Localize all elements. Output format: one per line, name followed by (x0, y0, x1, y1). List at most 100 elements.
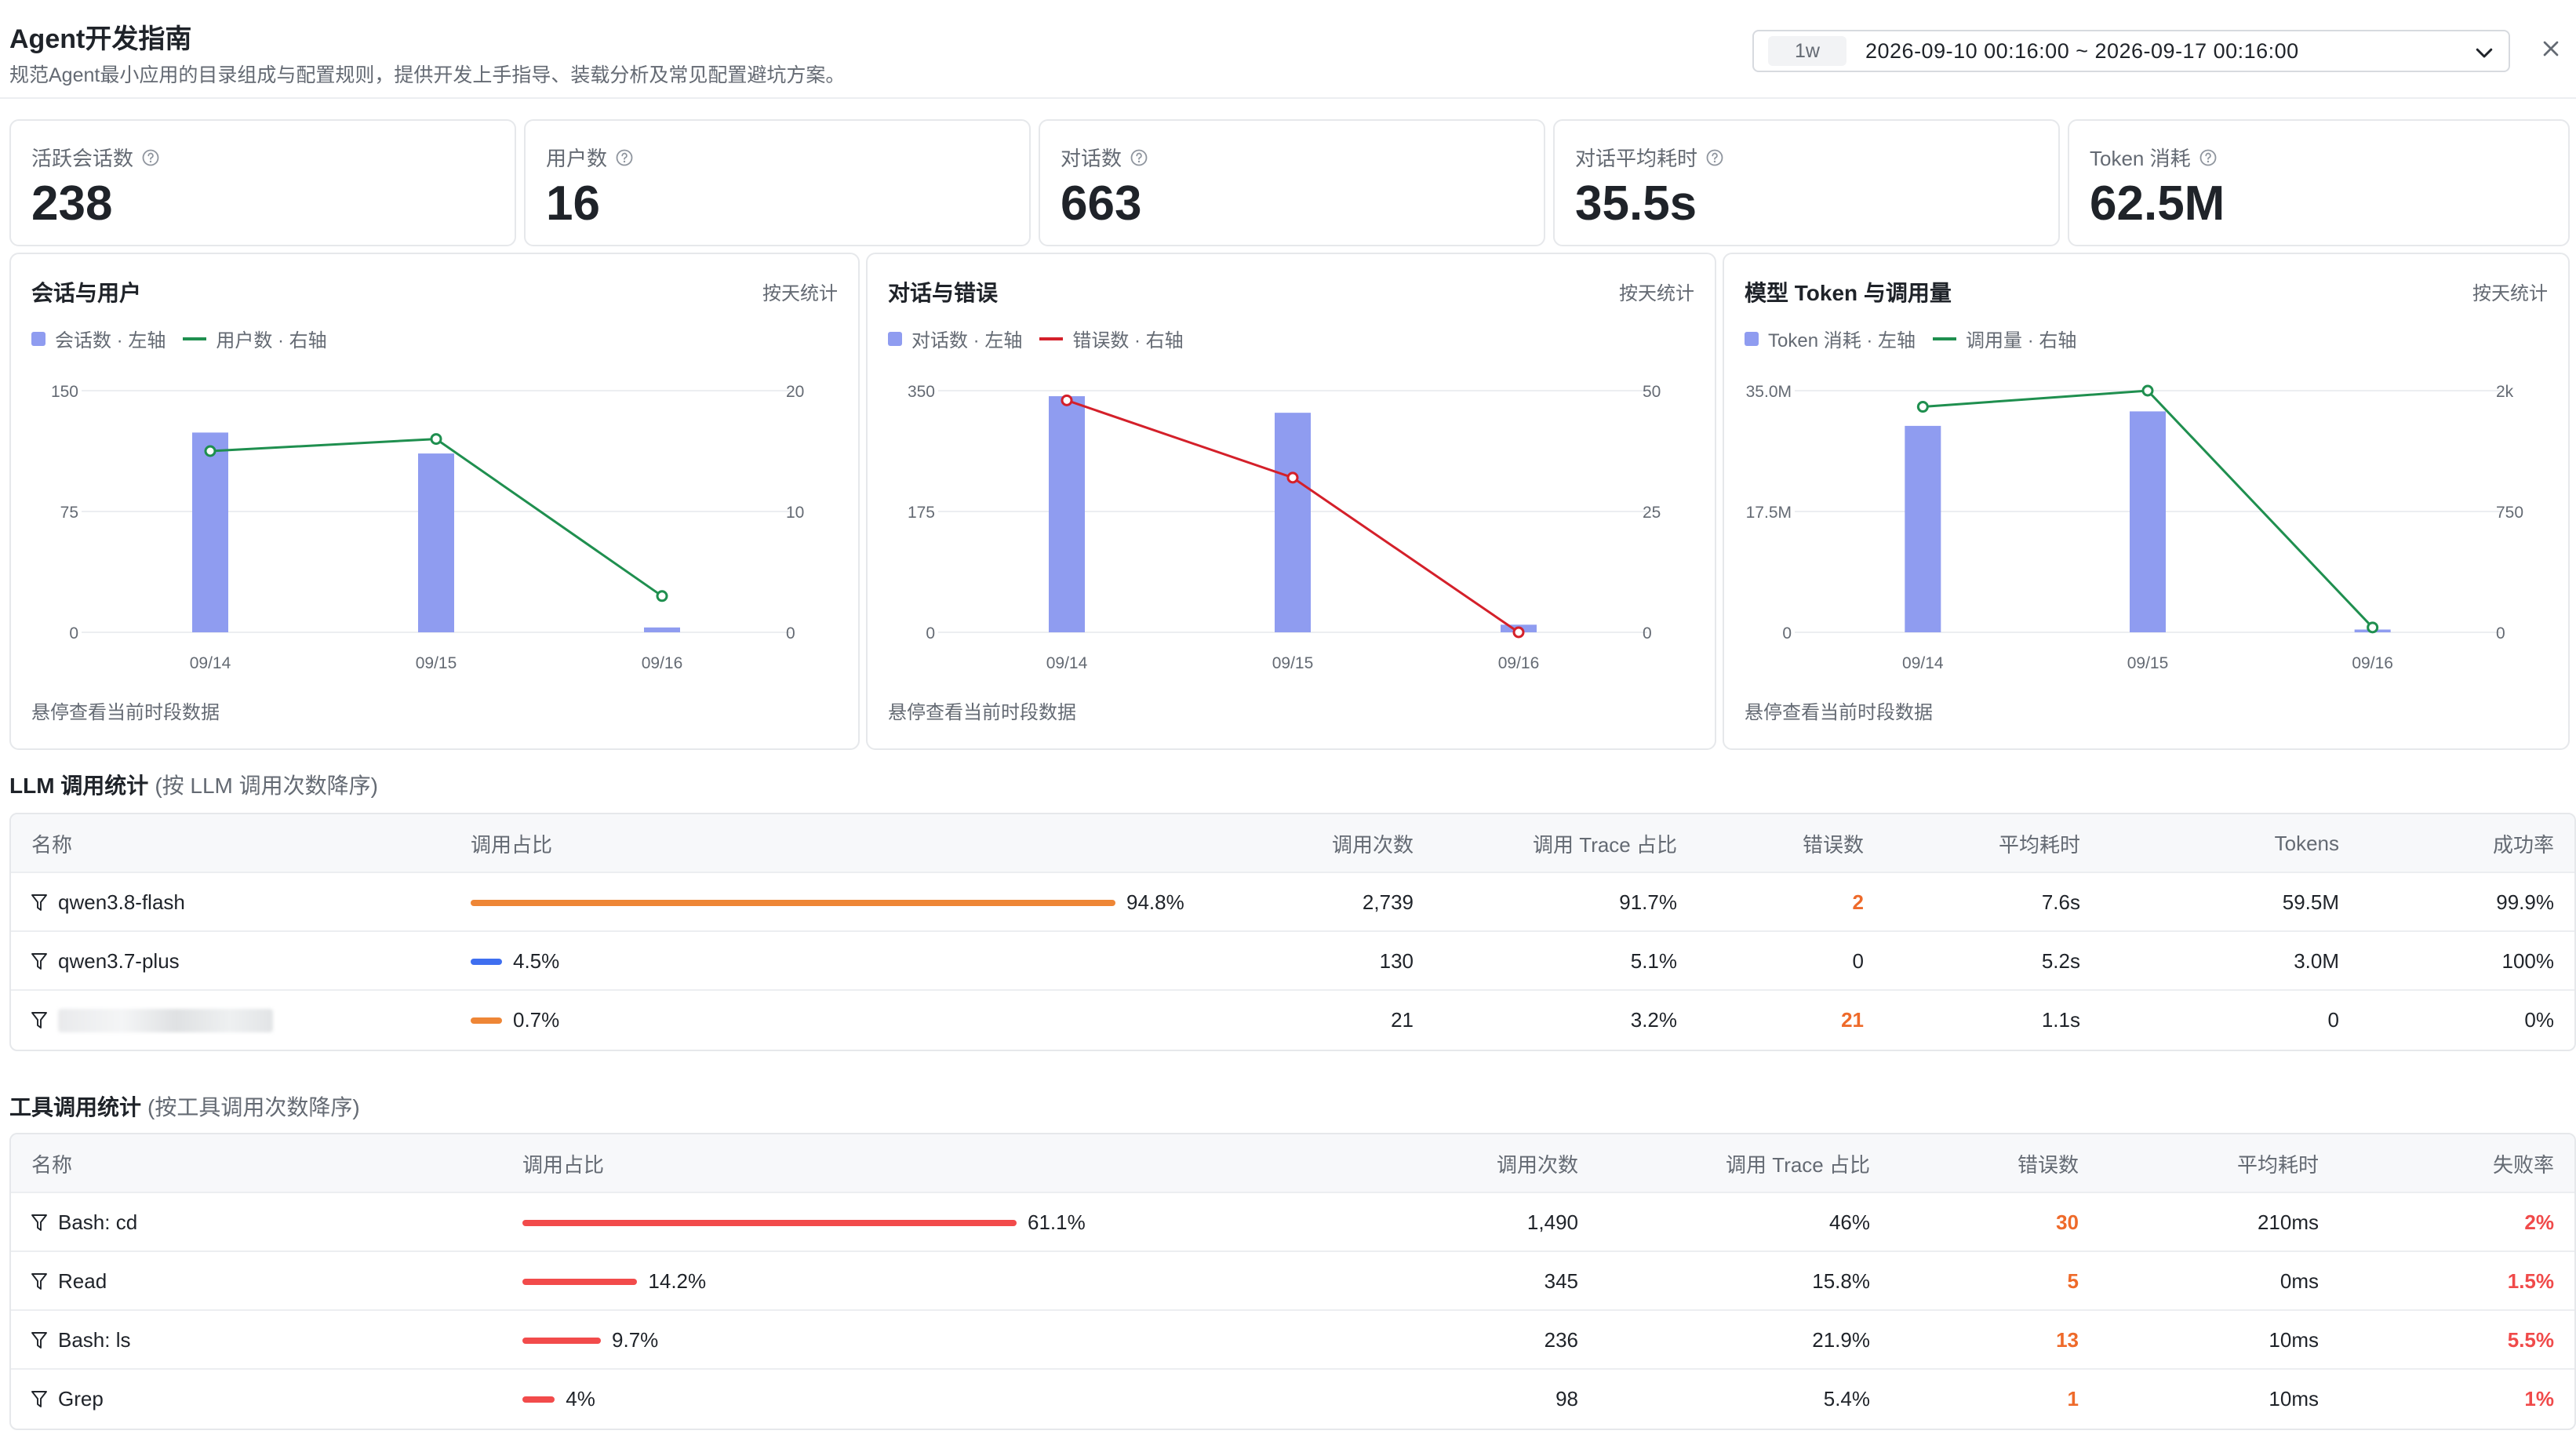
chart-bar[interactable] (644, 627, 680, 632)
fail-rate: 5.5% (2507, 1328, 2554, 1352)
funnel-icon[interactable] (30, 1389, 49, 1410)
y-left-tick-label: 175 (908, 504, 935, 522)
col-header-count[interactable]: 调用次数 (1496, 1153, 1578, 1177)
help-icon[interactable] (615, 148, 634, 167)
col-header-trace[interactable]: 调用 Trace 占比 (1726, 1153, 1870, 1177)
model-name-cell (30, 991, 273, 1050)
col-header-latency[interactable]: 平均耗时 (1998, 833, 2080, 857)
kpi-active-sessions: 活跃会话数 238 (9, 119, 516, 246)
legend-line-swatch (1933, 337, 1957, 340)
ratio-bar (522, 1219, 1017, 1226)
col-header-name[interactable]: 名称 (31, 833, 73, 857)
chart-bar[interactable] (2130, 411, 2166, 632)
chart-bar[interactable] (1905, 425, 1941, 632)
funnel-icon[interactable] (30, 1272, 49, 1292)
chart-point[interactable] (430, 433, 442, 446)
col-header-trace[interactable]: 调用 Trace 占比 (1533, 833, 1677, 857)
chart-legend[interactable]: Token 消耗 · 左轴 调用量 · 右轴 (1745, 325, 2076, 352)
chart-card-tokens-calls: 模型 Token 与调用量 按天统计 Token 消耗 · 左轴 调用量 · 右… (1723, 253, 2570, 750)
help-icon[interactable] (2199, 148, 2218, 167)
chart-point[interactable] (2141, 384, 2154, 397)
model-name: qwen3.8-flash (58, 890, 185, 914)
funnel-icon[interactable] (30, 893, 49, 913)
chart-plot[interactable]: 0 17.5M 35.0M 0 750 2k 09/14 09/15 09/16 (1724, 356, 2571, 693)
col-header-fail[interactable]: 失败率 (2492, 1153, 2554, 1177)
x-tick-label: 09/14 (1046, 654, 1088, 672)
chevron-down-icon[interactable] (2472, 41, 2496, 64)
chart-legend[interactable]: 会话数 · 左轴 用户数 · 右轴 (31, 325, 327, 352)
section-title-text: 工具调用统计 (9, 1095, 142, 1119)
help-icon[interactable] (1705, 148, 1724, 167)
avg-latency: 10ms (2269, 1387, 2319, 1410)
chart-title: 会话与用户 (31, 281, 142, 305)
error-count[interactable]: 5 (2067, 1269, 2079, 1293)
col-header-ratio[interactable]: 调用占比 (471, 833, 553, 857)
chart-hover-hint: 悬停查看当前时段数据 (31, 702, 220, 723)
y-left-tick-label: 35.0M (1746, 383, 1792, 401)
chart-point[interactable] (1512, 626, 1525, 639)
chart-point[interactable] (2367, 621, 2379, 634)
chart-point[interactable] (1286, 471, 1299, 484)
time-range-picker[interactable]: 1w 2026-09-10 00:16:00 ~ 2026-09-17 00:1… (1752, 30, 2510, 72)
error-count[interactable]: 2 (1852, 890, 1864, 914)
ratio-value: 14.2% (648, 1269, 707, 1293)
chart-hover-hint: 悬停查看当前时段数据 (1745, 702, 1933, 723)
tool-name: Bash: ls (58, 1328, 131, 1352)
y-left-tick-label: 0 (926, 624, 935, 642)
error-count[interactable]: 30 (2056, 1210, 2079, 1234)
col-header-count[interactable]: 调用次数 (1331, 833, 1414, 857)
table-row[interactable]: Read 14.2% 345 15.8% 5 0ms 1.5% (11, 1252, 2574, 1311)
table-row[interactable]: Bash: cd 61.1% 1,490 46% 30 210ms 2% (11, 1193, 2574, 1252)
success-rate: 100% (2501, 949, 2555, 973)
table-row[interactable]: qwen3.8-flash 94.8% 2,739 91.7% 2 7.6s 59.5M 99… (11, 873, 2574, 932)
funnel-icon[interactable] (30, 952, 49, 972)
y-right-tick-label: 750 (2496, 504, 2523, 522)
col-header-ratio[interactable]: 调用占比 (522, 1153, 605, 1177)
table-row[interactable]: 0.7% 21 3.2% 21 1.1s 0 0% (11, 991, 2574, 1050)
table-row[interactable]: Grep 4% 98 5.4% 1 10ms 1% (11, 1370, 2574, 1429)
model-name-cell: qwen3.7-plus (30, 932, 180, 991)
chart-point[interactable] (656, 590, 668, 602)
col-header-tokens[interactable]: Tokens (2274, 832, 2339, 855)
chart-plot[interactable]: 0 175 350 0 25 50 09/14 09/15 09/16 (868, 356, 1718, 693)
help-icon[interactable] (141, 148, 160, 167)
error-count[interactable]: 13 (2056, 1328, 2079, 1352)
funnel-icon[interactable] (30, 1330, 49, 1351)
close-icon[interactable] (2538, 36, 2563, 61)
col-header-errors[interactable]: 错误数 (1802, 833, 1864, 857)
chart-legend[interactable]: 对话数 · 左轴 错误数 · 右轴 (888, 325, 1184, 352)
fail-rate: 1.5% (2507, 1269, 2554, 1293)
kpi-value: 62.5M (2090, 177, 2225, 231)
error-count[interactable]: 21 (1841, 1008, 1864, 1032)
col-header-errors[interactable]: 错误数 (2017, 1153, 2079, 1177)
kpi-label: 对话数 (1061, 147, 1122, 170)
table-row[interactable]: Bash: ls 9.7% 236 21.9% 13 10ms 5.5% (11, 1311, 2574, 1370)
llm-section-title: LLM 调用统计 (按 LLM 调用次数降序) (9, 769, 378, 800)
help-icon[interactable] (1130, 148, 1148, 167)
chart-bar[interactable] (192, 432, 228, 632)
funnel-icon[interactable] (30, 1213, 49, 1233)
tool-name-cell: Bash: ls (30, 1311, 131, 1370)
call-count: 21 (1391, 1008, 1414, 1032)
y-left-tick-label: 75 (60, 504, 78, 522)
table-row[interactable]: qwen3.7-plus 4.5% 130 5.1% 0 5.2s 3.0M 100% (11, 932, 2574, 991)
chart-plot[interactable]: 0 75 150 0 10 20 09/14 09/15 09/16 (11, 356, 861, 693)
ratio-cell: 14.2% (522, 1252, 706, 1311)
col-header-success[interactable]: 成功率 (2492, 833, 2554, 857)
funnel-icon[interactable] (30, 1010, 49, 1031)
chart-point[interactable] (1916, 401, 1929, 413)
col-header-latency[interactable]: 平均耗时 (2236, 1153, 2319, 1177)
chart-point[interactable] (1061, 394, 1073, 406)
range-preset-tag[interactable]: 1w (1768, 36, 1846, 66)
y-left-tick-label: 17.5M (1746, 504, 1792, 522)
chart-point[interactable] (204, 445, 216, 457)
section-subtitle: (按 LLM 调用次数降序) (155, 774, 378, 798)
kpi-label: Token 消耗 (2090, 147, 2191, 170)
chart-bar[interactable] (1275, 413, 1311, 632)
tool-name-cell: Read (30, 1252, 107, 1311)
chart-bar[interactable] (418, 453, 454, 632)
error-count[interactable]: 1 (2067, 1387, 2079, 1410)
col-header-name[interactable]: 名称 (31, 1153, 73, 1177)
chart-bar[interactable] (1049, 396, 1085, 632)
kpi-token-usage: Token 消耗 62.5M (2068, 119, 2570, 246)
